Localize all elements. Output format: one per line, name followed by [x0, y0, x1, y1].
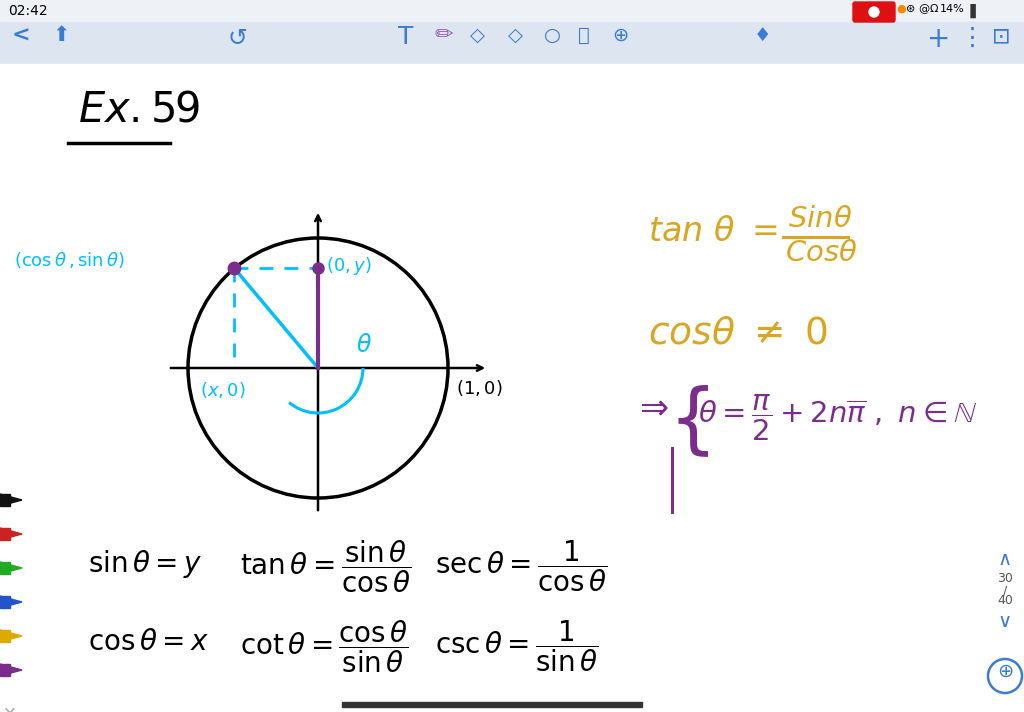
Polygon shape	[0, 528, 22, 540]
Bar	[0, 494, 10, 506]
Text: 30: 30	[997, 572, 1013, 585]
Polygon shape	[0, 596, 22, 608]
Text: $\tan\theta = \dfrac{\sin\theta}{\cos\theta}$: $\tan\theta = \dfrac{\sin\theta}{\cos\th…	[240, 538, 412, 595]
Text: $\theta$: $\theta$	[356, 333, 372, 357]
Text: T: T	[398, 25, 414, 49]
Text: +: +	[927, 25, 950, 53]
Text: ∧: ∧	[997, 550, 1012, 569]
Text: ⊛: ⊛	[906, 4, 915, 14]
Text: ▐: ▐	[965, 4, 976, 19]
Polygon shape	[0, 630, 22, 642]
Text: ◇: ◇	[508, 26, 523, 45]
Bar	[0, 596, 10, 608]
Text: Ω: Ω	[930, 4, 939, 14]
Text: ◇: ◇	[470, 26, 485, 45]
Text: 14%: 14%	[940, 4, 965, 14]
Text: /: /	[1002, 584, 1008, 597]
Bar	[0, 664, 10, 676]
Text: ⋮: ⋮	[961, 26, 985, 50]
Text: ⬆: ⬆	[52, 25, 70, 45]
Bar	[0, 562, 10, 574]
FancyBboxPatch shape	[853, 2, 895, 22]
Text: $Cos\theta$: $Cos\theta$	[785, 239, 857, 267]
Bar	[342, 702, 642, 707]
Bar	[0, 630, 10, 642]
Polygon shape	[0, 494, 22, 506]
Text: $\theta = \dfrac{\pi}{2} + 2n\overline{\pi}\ ,\ n \in \mathbb{N}$: $\theta = \dfrac{\pi}{2} + 2n\overline{\…	[698, 393, 977, 443]
Text: ↺: ↺	[228, 26, 248, 50]
Text: $(1, 0)$: $(1, 0)$	[456, 378, 503, 398]
Text: $\Rightarrow$: $\Rightarrow$	[633, 390, 670, 424]
Text: ✕: ✕	[3, 704, 17, 712]
Text: ∨: ∨	[997, 612, 1012, 631]
Text: $\csc\theta = \dfrac{1}{\sin\theta}$: $\csc\theta = \dfrac{1}{\sin\theta}$	[435, 618, 599, 674]
Text: $\mathit{Ex.59}$: $\mathit{Ex.59}$	[78, 88, 200, 130]
Text: ○: ○	[544, 26, 561, 45]
Bar	[0, 22, 1024, 64]
Polygon shape	[0, 664, 22, 676]
Text: $(\cos\theta\,,\sin\theta)$: $(\cos\theta\,,\sin\theta)$	[14, 251, 125, 271]
Text: ⊕: ⊕	[612, 26, 629, 45]
Text: $\sec\theta = \dfrac{1}{\cos\theta}$: $\sec\theta = \dfrac{1}{\cos\theta}$	[435, 538, 607, 594]
Text: ᗑ: ᗑ	[578, 26, 590, 45]
Text: $\sin\theta = y$: $\sin\theta = y$	[88, 548, 202, 580]
Text: 02:42: 02:42	[8, 4, 48, 18]
Circle shape	[869, 7, 879, 17]
Text: $Sin\theta$: $Sin\theta$	[788, 205, 852, 233]
Text: $cos\theta\ \neq\ 0$: $cos\theta\ \neq\ 0$	[648, 315, 827, 351]
Text: ⊕: ⊕	[996, 661, 1013, 681]
Bar	[0, 528, 10, 540]
Text: ✏: ✏	[434, 25, 453, 45]
Text: $\{$: $\{$	[668, 383, 709, 459]
Text: <: <	[12, 26, 31, 46]
Polygon shape	[0, 562, 22, 574]
Text: ♦: ♦	[754, 26, 771, 45]
Text: $(0, y)$: $(0, y)$	[326, 256, 372, 278]
Text: $\cot\theta = \dfrac{\cos\theta}{\sin\theta}$: $\cot\theta = \dfrac{\cos\theta}{\sin\th…	[240, 618, 409, 675]
Text: ⊡: ⊡	[992, 26, 1011, 46]
Text: ●: ●	[896, 4, 906, 14]
Text: $(x, 0)$: $(x, 0)$	[200, 380, 246, 400]
Bar	[0, 0, 1024, 22]
Text: @: @	[918, 4, 929, 14]
Text: $\cos\theta = x$: $\cos\theta = x$	[88, 628, 209, 656]
Text: 40: 40	[997, 594, 1013, 607]
Text: $tan\ \theta\ =$: $tan\ \theta\ =$	[648, 215, 777, 248]
